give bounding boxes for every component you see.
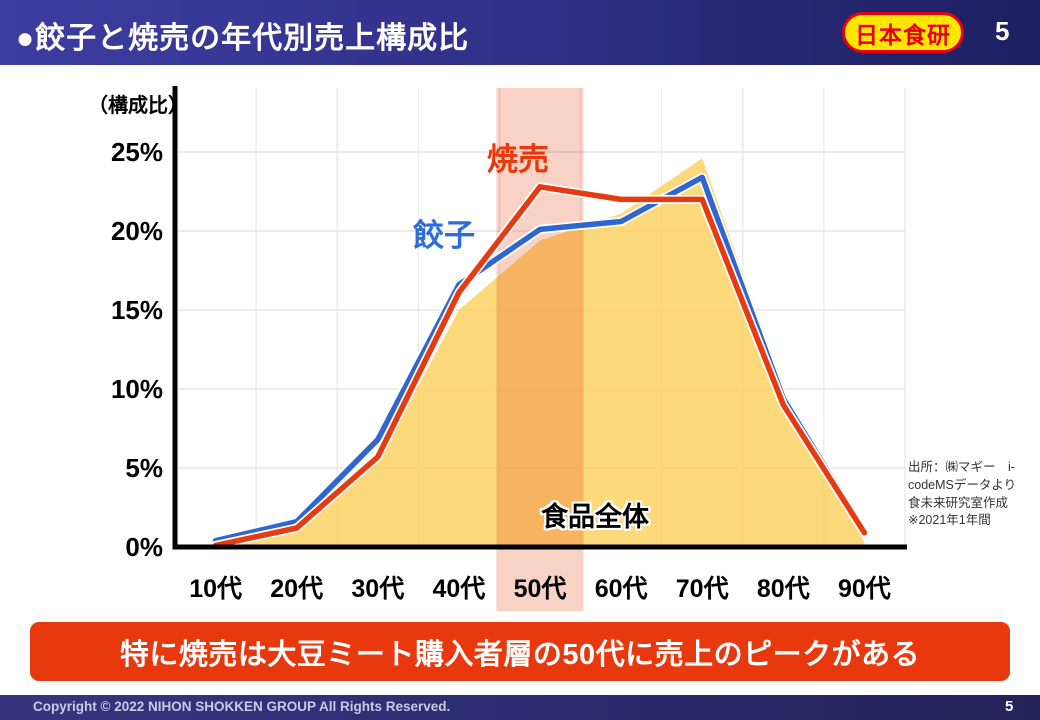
- company-logo: 日本食研: [842, 12, 964, 53]
- all-food-series-label: 食品全体: [541, 502, 649, 532]
- x-tick-label: 60代: [595, 575, 648, 603]
- x-tick-label: 10代: [189, 575, 242, 603]
- shumai-line: [212, 184, 868, 549]
- gyoza-series-label: 餃子: [413, 218, 475, 253]
- copyright-text: Copyright © 2022 NIHON SHOKKEN GROUP All…: [33, 699, 451, 714]
- y-tick-label: 20%: [111, 216, 163, 246]
- y-tick-label: 15%: [111, 295, 163, 325]
- x-tick-label: 90代: [838, 575, 891, 603]
- source-note-line: 出所：㈱マギー i-: [908, 460, 1015, 474]
- source-note-line: ※2021年1年間: [908, 513, 991, 528]
- y-tick-label: 10%: [111, 374, 163, 404]
- x-tick-label: 70代: [676, 575, 729, 603]
- y-axis-unit-label: （構成比）: [88, 95, 188, 117]
- highlight-band-50s: [496, 88, 584, 611]
- x-tick-label: 40代: [432, 575, 485, 603]
- logo-text: 日本食研: [855, 21, 951, 48]
- footer-bar: Copyright © 2022 NIHON SHOKKEN GROUP All…: [0, 695, 1040, 720]
- source-note: 出所：㈱マギー i- codeMSデータより 食未来研究室作成 ※2021年1年…: [908, 459, 1032, 530]
- x-tick-label: 50代: [514, 575, 567, 603]
- header-bar: ●餃子と焼売の年代別売上構成比 日本食研 5: [0, 0, 1040, 65]
- x-tick-label: 30代: [351, 575, 404, 603]
- x-tick-label: 20代: [270, 575, 323, 603]
- shumai-series-label: 焼売: [487, 142, 549, 177]
- key-message-banner: 特に焼売は大豆ミート購入者層の50代に売上のピークがある: [30, 622, 1010, 681]
- header-page-number: 5: [995, 16, 1010, 46]
- footer-page-number: 5: [1005, 698, 1014, 715]
- page-title: ●餃子と焼売の年代別売上構成比: [16, 22, 470, 55]
- source-note-line: codeMSデータより: [908, 477, 1017, 492]
- source-note-line: 食未来研究室作成: [908, 495, 1009, 510]
- y-tick-label: 0%: [125, 532, 163, 562]
- y-tick-label: 25%: [111, 137, 163, 167]
- key-message-text: 特に焼売は大豆ミート購入者層の50代に売上のピークがある: [119, 638, 921, 671]
- x-tick-label: 80代: [757, 575, 810, 603]
- y-tick-label: 5%: [125, 453, 163, 483]
